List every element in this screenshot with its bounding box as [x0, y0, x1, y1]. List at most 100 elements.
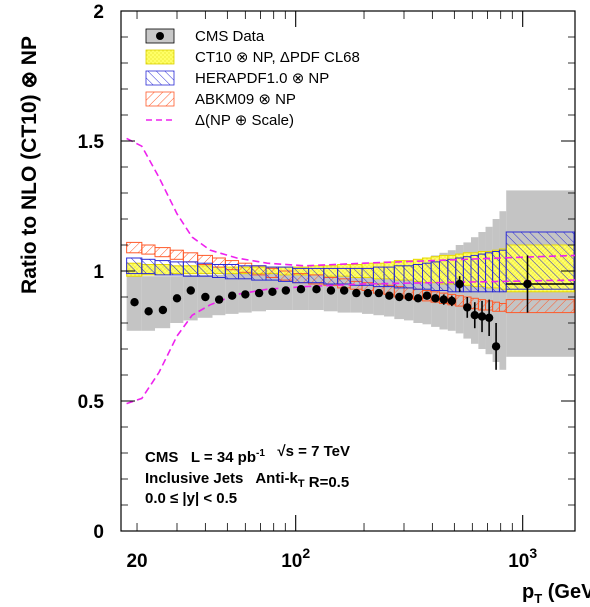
data-point	[227, 291, 237, 300]
data-point	[385, 291, 394, 300]
legend-label-scale: Δ(NP ⊕ Scale)	[195, 112, 294, 129]
herapdf-band-bin	[430, 261, 440, 291]
legend-swatch-abkm	[145, 91, 175, 107]
data-point	[296, 285, 306, 294]
abkm09-band-bin	[492, 301, 500, 312]
y-tick-label: 2	[93, 2, 104, 23]
y-tick-label: 0.5	[78, 392, 105, 413]
data-point	[470, 311, 479, 320]
herapdf-band-bin	[498, 249, 507, 293]
abkm09-band-bin	[141, 244, 156, 255]
abkm09-band-bin	[154, 247, 171, 258]
data-point	[395, 292, 404, 302]
data-point	[374, 288, 384, 298]
data-point	[186, 286, 195, 295]
herapdf-band-bin	[277, 266, 294, 282]
data-point	[214, 295, 224, 304]
data-point	[241, 290, 250, 299]
herapdf-band-bin	[224, 264, 240, 280]
data-point	[144, 307, 153, 316]
herapdf-band-bin	[141, 258, 156, 275]
legend-swatch-herapdf	[145, 70, 175, 86]
y-axis-label: Ratio to NLO (CT10) ⊗ NP	[18, 36, 41, 294]
data-point	[312, 285, 321, 294]
data-point	[422, 291, 432, 300]
exp-uncertainty-bin	[212, 274, 226, 316]
herapdf-band-bin	[447, 258, 457, 293]
data-point	[254, 288, 264, 298]
data-point	[326, 286, 336, 295]
legend-entry-abkm: ABKM09 ⊗ NP	[145, 91, 296, 108]
x-tick-label: 103	[508, 545, 537, 572]
data-point	[172, 294, 182, 303]
abkm09-band-bin	[455, 295, 464, 307]
herapdf-band-bin	[211, 264, 226, 278]
data-point	[523, 279, 532, 289]
herapdf-band-bin	[238, 265, 253, 280]
herapdf-band-bin	[477, 253, 487, 293]
abkm09-band-bin	[169, 249, 184, 260]
herapdf-band-bin	[412, 264, 424, 290]
herapdf-band-bin	[462, 256, 472, 293]
exp-uncertainty-bin	[431, 255, 440, 327]
data-point	[130, 298, 139, 307]
exp-uncertainty-bin	[183, 274, 198, 321]
legend-label-herapdf: HERAPDF1.0 ⊗ NP	[195, 70, 329, 87]
exp-uncertainty-bin	[141, 276, 155, 331]
herapdf-band-bin	[361, 267, 374, 286]
y-tick-label: 1	[93, 262, 104, 283]
abkm09-band-bin	[498, 303, 507, 312]
herapdf-band-bin	[323, 267, 339, 285]
data-point	[491, 342, 501, 351]
legend-marker-data	[156, 32, 164, 40]
annotation-line: Inclusive Jets Anti-kT R=0.5	[145, 470, 349, 491]
exp-uncertainty-bin	[154, 276, 171, 329]
data-point	[484, 313, 494, 322]
legend-label-ct10: CT10 ⊗ NP, ΔPDF CL68	[195, 49, 360, 66]
data-point	[281, 286, 291, 295]
exp-uncertainty-bin	[439, 252, 448, 330]
data-point	[439, 295, 448, 304]
data-point	[352, 288, 361, 298]
herapdf-band-bin	[182, 261, 199, 277]
herapdf-band-bin	[154, 260, 171, 276]
x-tick-label: 102	[281, 545, 310, 572]
abkm09-band-bin	[126, 241, 143, 254]
herapdf-band-bin	[308, 267, 325, 284]
herapdf-band-bin	[265, 266, 279, 281]
data-point	[268, 287, 277, 296]
legend-entry-herapdf: HERAPDF1.0 ⊗ NP	[145, 70, 329, 87]
herapdf-band-bin	[393, 265, 405, 289]
herapdf-band-bin	[470, 254, 479, 293]
data-point	[339, 286, 349, 295]
herapdf-band-bin	[422, 262, 432, 290]
x-tick-label: 20	[126, 551, 147, 572]
scale-uncertainty-lower-line	[126, 279, 575, 405]
annotation-line: 0.0 ≤ |y| < 0.5	[145, 490, 237, 507]
data-point	[431, 294, 440, 303]
annotation-line: CMS L = 34 pb-1 √s = 7 TeV	[145, 443, 350, 466]
data-point	[363, 288, 373, 298]
abkm09-band-bin	[182, 252, 199, 263]
data-point	[477, 312, 487, 321]
x-axis-label-sub: T	[534, 591, 542, 606]
y-tick-label: 1.5	[78, 132, 105, 153]
data-point	[447, 296, 457, 306]
y-tick-label: 0	[93, 522, 104, 543]
data-point	[463, 303, 472, 312]
herapdf-band-bin	[169, 261, 184, 276]
herapdf-band-bin	[403, 265, 414, 289]
x-axis-label: pT (GeV)	[522, 581, 590, 606]
legend-label-abkm: ABKM09 ⊗ NP	[195, 91, 296, 108]
legend-label-data: CMS Data	[195, 28, 265, 45]
data-point	[404, 292, 414, 302]
scale-uncertainty-upper-line	[126, 137, 575, 267]
data-point	[455, 279, 464, 289]
abkm09-band-bin	[505, 299, 575, 314]
herapdf-band-bin	[197, 262, 213, 277]
data-point	[158, 305, 168, 315]
herapdf-band-bin	[337, 267, 351, 285]
x-axis-label-unit: (GeV)	[542, 581, 590, 603]
data-point	[413, 294, 423, 303]
